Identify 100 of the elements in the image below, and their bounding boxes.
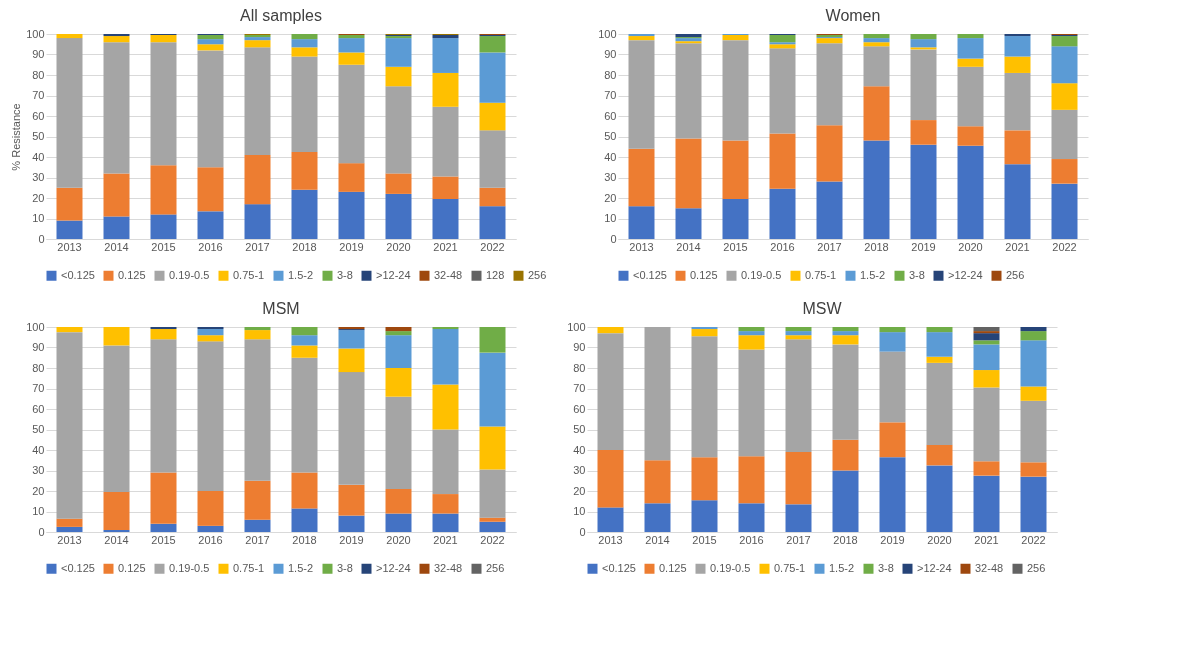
bar xyxy=(244,40,271,48)
y-tick-label: 30 xyxy=(32,464,45,476)
x-tick-label: 2018 xyxy=(833,533,858,546)
x-tick-label: 2020 xyxy=(927,533,952,546)
legend-label: 256 xyxy=(486,561,505,574)
bar xyxy=(103,173,130,217)
bar xyxy=(103,529,130,532)
bar xyxy=(816,125,843,182)
y-tick-label: 20 xyxy=(32,484,45,497)
legend-label: 3-8 xyxy=(337,561,353,574)
legend-label: 1.5-2 xyxy=(860,268,886,281)
bar xyxy=(644,327,671,461)
x-tick-label: 2014 xyxy=(645,533,670,546)
y-tick-label: 40 xyxy=(604,150,617,163)
bar xyxy=(479,517,506,522)
y-tick-label: 90 xyxy=(32,48,45,60)
bar xyxy=(691,457,718,501)
chart-title: Women xyxy=(825,7,881,24)
x-tick-label: 2020 xyxy=(958,240,983,253)
x-tick-label: 2019 xyxy=(880,533,905,546)
bar xyxy=(832,344,859,440)
legend-label: 1.5-2 xyxy=(829,561,855,574)
bar xyxy=(479,352,506,427)
bar xyxy=(722,40,749,141)
legend-label: 0.125 xyxy=(118,268,146,281)
bar xyxy=(56,38,83,188)
x-tick-label: 2015 xyxy=(692,533,717,546)
bar xyxy=(338,38,365,53)
y-tick-label: 50 xyxy=(32,423,45,435)
bar xyxy=(197,35,224,40)
bar xyxy=(597,333,624,450)
bar xyxy=(432,72,459,107)
bar xyxy=(957,34,984,39)
legend-label: 1.5-2 xyxy=(288,268,314,281)
bar xyxy=(879,327,906,333)
y-tick-label: 100 xyxy=(26,320,45,333)
bar xyxy=(910,144,937,239)
legend-label: >12-24 xyxy=(948,268,983,281)
bar xyxy=(479,327,506,353)
bar xyxy=(385,396,412,489)
bar xyxy=(910,120,937,145)
bar xyxy=(103,36,130,43)
y-tick-label: 50 xyxy=(32,130,45,142)
y-tick-label: 90 xyxy=(32,341,45,353)
bar xyxy=(150,339,177,473)
bar xyxy=(973,461,1000,476)
x-tick-label: 2018 xyxy=(292,533,317,546)
bar xyxy=(879,332,906,352)
x-tick-label: 2016 xyxy=(770,240,795,253)
bar xyxy=(644,503,671,532)
bar xyxy=(628,34,655,37)
bar xyxy=(103,327,130,346)
bar xyxy=(863,38,890,43)
bar xyxy=(816,181,843,239)
bar xyxy=(738,331,765,336)
legend-label: 256 xyxy=(1006,268,1025,281)
bar xyxy=(244,327,271,331)
bar xyxy=(150,327,177,330)
bar xyxy=(816,38,843,44)
bar xyxy=(738,456,765,504)
bar xyxy=(738,335,765,350)
x-tick-label: 2016 xyxy=(198,240,223,253)
y-tick-label: 100 xyxy=(26,27,45,40)
bar xyxy=(910,47,937,50)
bar xyxy=(597,327,624,334)
bar xyxy=(244,519,271,532)
bar xyxy=(56,526,83,532)
bar xyxy=(244,330,271,340)
bar xyxy=(675,43,702,139)
y-tick-label: 20 xyxy=(32,191,45,204)
bar xyxy=(973,344,1000,371)
bar xyxy=(479,102,506,131)
y-tick-label: 40 xyxy=(32,150,45,163)
bar xyxy=(863,42,890,47)
bar xyxy=(1020,386,1047,401)
bar xyxy=(385,193,412,239)
legend-label: <0.125 xyxy=(602,561,636,574)
bar xyxy=(432,38,459,73)
legend-label: 3-8 xyxy=(337,268,353,281)
bar xyxy=(291,56,318,152)
bar xyxy=(432,327,459,330)
bar xyxy=(197,329,224,336)
bar xyxy=(197,491,224,526)
y-axis-title: % Resistance xyxy=(10,103,23,171)
bar xyxy=(385,173,412,194)
bar xyxy=(479,36,506,53)
bar xyxy=(150,472,177,524)
bar xyxy=(957,38,984,59)
bar xyxy=(926,362,953,445)
y-tick-label: 30 xyxy=(32,171,45,183)
legend-label: <0.125 xyxy=(61,561,95,574)
bar xyxy=(479,52,506,103)
legend-label: 3-8 xyxy=(909,268,925,281)
bar xyxy=(769,188,796,239)
x-tick-label: 2013 xyxy=(629,240,654,253)
bar xyxy=(1004,56,1031,73)
x-tick-label: 2020 xyxy=(386,240,411,253)
bar xyxy=(769,35,796,43)
bar xyxy=(785,335,812,340)
bar xyxy=(291,47,318,57)
